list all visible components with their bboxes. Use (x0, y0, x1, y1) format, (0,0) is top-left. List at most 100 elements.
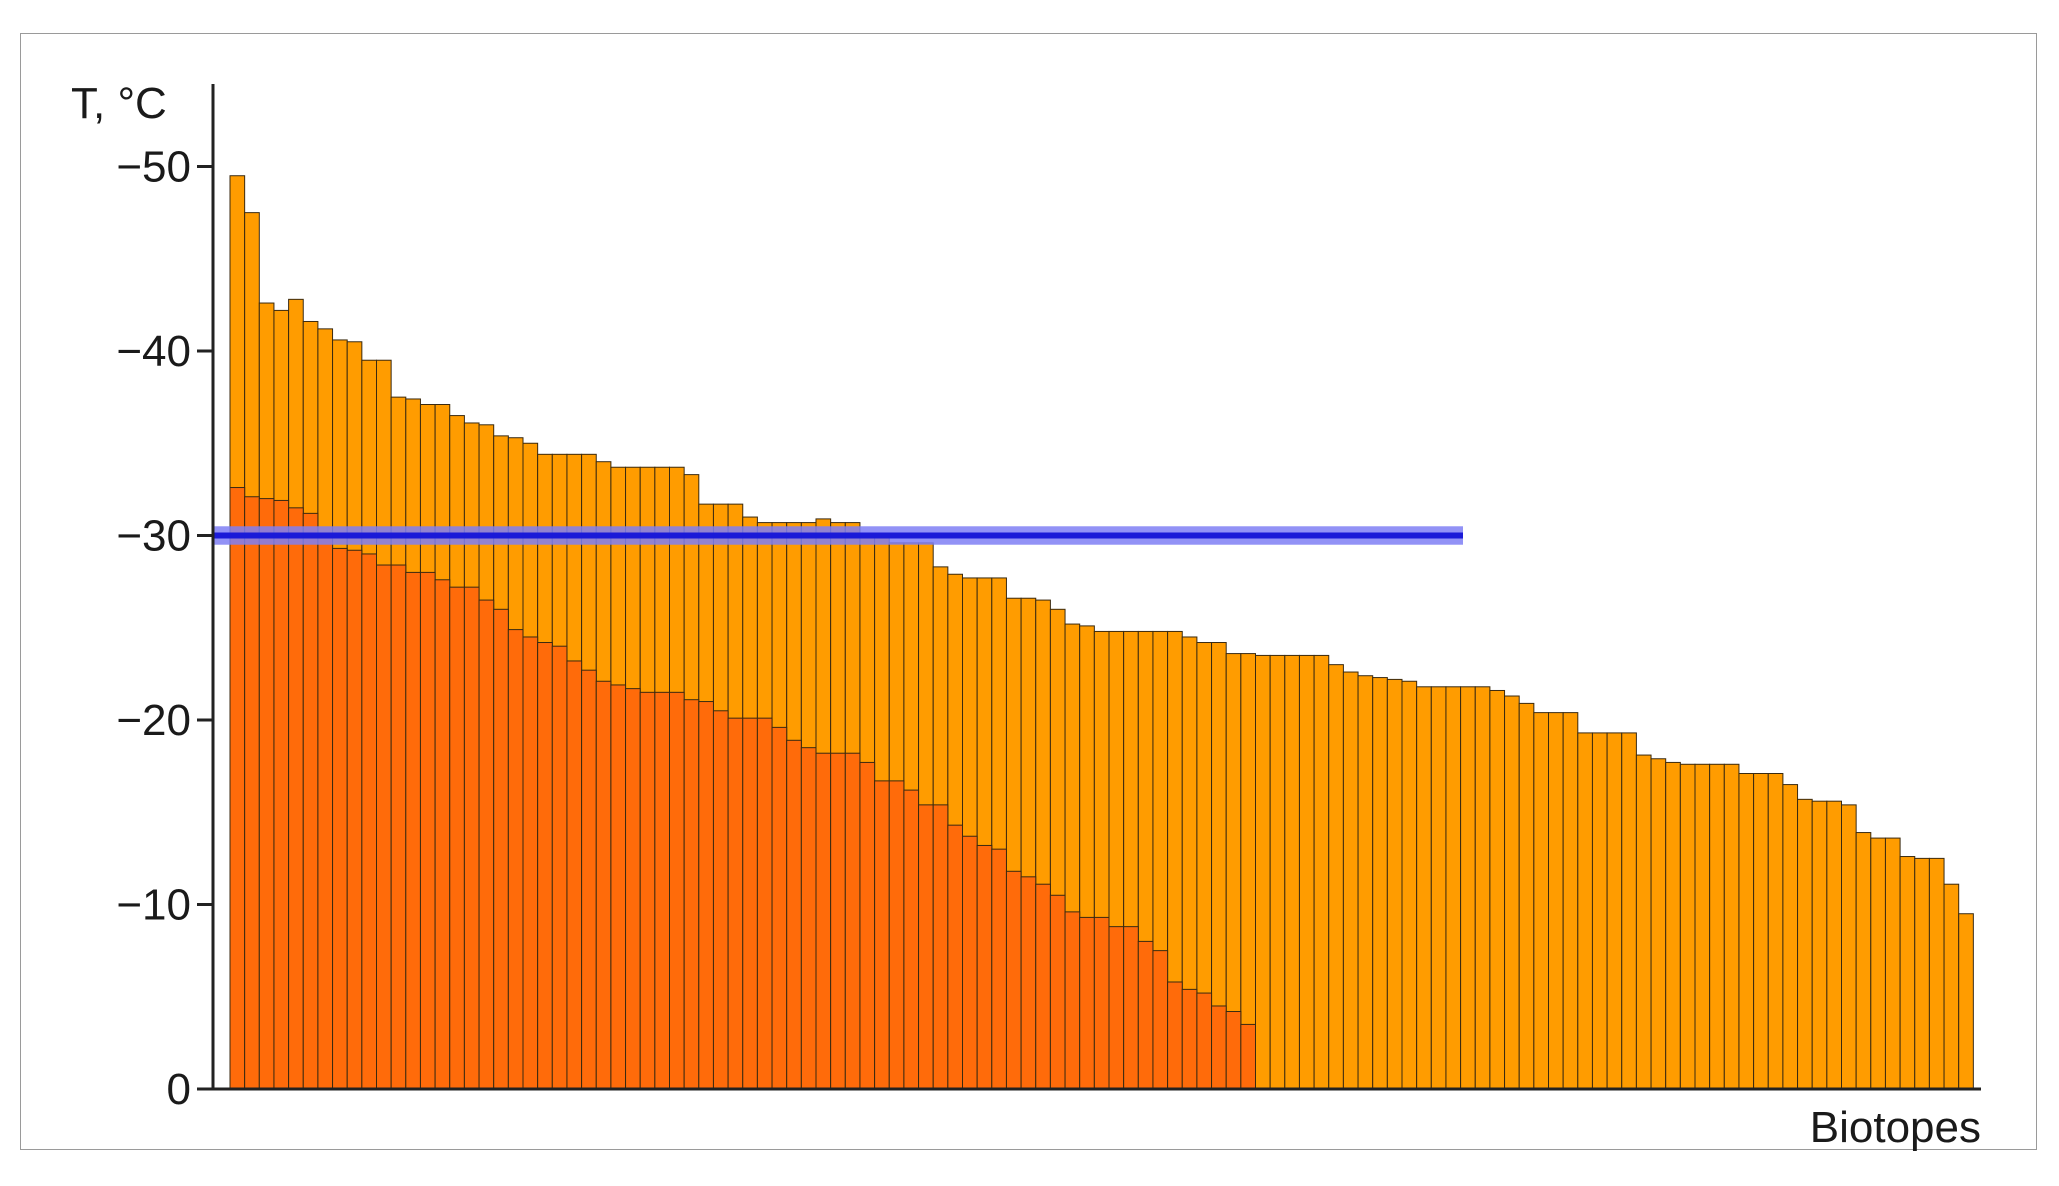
bar-series-2-8 (346, 549, 363, 1090)
bar-series-2-67 (1211, 1005, 1227, 1090)
bar-series-1-87 (1504, 695, 1520, 1090)
bar-series-2-38 (786, 739, 802, 1090)
bar-series-1-113 (1884, 837, 1901, 1090)
bar-series-2-7 (332, 547, 348, 1090)
bar-series-1-76 (1342, 671, 1359, 1090)
bar-series-1-97 (1650, 758, 1667, 1090)
bar-series-2-40 (815, 752, 832, 1090)
reference-line (213, 526, 1463, 545)
bar-series-1-101 (1709, 763, 1725, 1090)
y-tick-label: 0 (167, 1065, 191, 1114)
bar-series-1-77 (1357, 675, 1374, 1090)
bar-series-2-9 (361, 553, 378, 1090)
bar-series-2-24 (581, 669, 597, 1090)
bar-series-1-102 (1723, 763, 1740, 1090)
bar-series-1-115 (1914, 857, 1930, 1090)
bar-series-2-22 (551, 645, 568, 1090)
bar-series-2-13 (419, 571, 436, 1090)
bar-series-1-73 (1298, 654, 1315, 1090)
bar-series-2-0 (229, 487, 246, 1090)
bar-series-2-23 (566, 660, 583, 1090)
bar-series-2-58 (1079, 916, 1095, 1090)
bar-series-2-14 (434, 579, 451, 1090)
bar-series-1-111 (1855, 832, 1872, 1090)
bar-series-2-21 (537, 642, 553, 1090)
bar-series-2-48 (932, 804, 949, 1090)
y-tick-label: −30 (116, 512, 191, 561)
bar-series-2-39 (800, 747, 817, 1090)
bar-series-2-45 (888, 780, 905, 1090)
bar-series-2-30 (669, 691, 685, 1090)
bar-series-1-82 (1430, 686, 1447, 1090)
bar-series-2-1 (244, 496, 260, 1090)
bar-series-1-112 (1870, 837, 1886, 1090)
bar-series-1-118 (1958, 913, 1974, 1090)
bar-series-1-85 (1474, 686, 1491, 1090)
bar-series-2-69 (1240, 1023, 1256, 1090)
bar-series-2-42 (844, 752, 861, 1090)
temperature-bar-chart: −50 −40 −30 −20 −10 0 T, °C Biotopes (71, 79, 1981, 1151)
bar-series-2-15 (449, 586, 465, 1090)
bar-series-1-94 (1606, 732, 1623, 1090)
bar-series-1-108 (1811, 800, 1828, 1090)
bar-series-2-64 (1167, 981, 1183, 1090)
bar-series-2-37 (771, 726, 788, 1090)
bar-series-2-29 (654, 691, 670, 1090)
bar-series-1-80 (1401, 680, 1418, 1090)
bar-series-1-86 (1489, 689, 1506, 1090)
bar-series-2-49 (947, 824, 963, 1090)
axes: −50 −40 −30 −20 −10 0 T, °C Biotopes (71, 79, 1981, 1151)
bar-series-1-83 (1445, 686, 1462, 1090)
bar-series-1-81 (1416, 686, 1432, 1090)
bar-series-1-110 (1841, 804, 1857, 1090)
bar-series-2-25 (595, 680, 612, 1090)
x-axis-label: Biotopes (1810, 1103, 1981, 1151)
bar-series-2-3 (273, 499, 290, 1090)
bar-series-2-32 (698, 701, 714, 1090)
bar-series-1-79 (1386, 678, 1403, 1090)
bar-series-2-62 (1137, 940, 1154, 1090)
bar-series-2-41 (830, 752, 846, 1090)
bar-series-1-88 (1518, 702, 1535, 1090)
bar-series-2-18 (493, 608, 509, 1090)
bar-series-2-27 (625, 688, 641, 1090)
bar-series-1-75 (1328, 664, 1344, 1090)
y-tick-label: −10 (116, 881, 191, 930)
y-tick-label: −20 (116, 696, 191, 745)
bar-series-1-99 (1679, 763, 1696, 1090)
bar-series-1-106 (1782, 784, 1799, 1090)
bar-series-2-66 (1196, 992, 1213, 1090)
bar-series-2-51 (976, 844, 993, 1090)
bar-series-2-34 (727, 717, 744, 1090)
bar-series-1-117 (1943, 883, 1960, 1090)
bar-series-2-17 (478, 599, 495, 1090)
bar-series-2-47 (918, 804, 934, 1090)
bar-series-2-65 (1181, 988, 1198, 1090)
bar-series-2-11 (390, 564, 407, 1090)
bar-series-2-36 (756, 717, 773, 1090)
bar-series-2-10 (376, 564, 392, 1090)
bar-series-1-116 (1928, 857, 1945, 1090)
bar-series-2-60 (1108, 926, 1125, 1090)
bar-series-1-96 (1635, 754, 1652, 1090)
bar-series-2-5 (302, 512, 319, 1090)
bar-series-1-91 (1562, 712, 1579, 1090)
bar-series-1-78 (1372, 677, 1388, 1090)
bar-series-2-53 (1005, 870, 1022, 1090)
bar-series-2-57 (1064, 911, 1081, 1090)
bar-series-2-56 (1049, 894, 1066, 1090)
bar-series-1-103 (1738, 773, 1755, 1090)
bar-series-2-35 (742, 717, 758, 1090)
bar-series-1-74 (1313, 654, 1330, 1090)
bar-series-1-105 (1767, 773, 1784, 1090)
bar-series-2-28 (639, 691, 656, 1090)
chart-frame: −50 −40 −30 −20 −10 0 T, °C Biotopes (20, 33, 2037, 1151)
bar-series-1-114 (1899, 856, 1916, 1090)
bar-series-2-44 (874, 780, 890, 1090)
bar-series-2-50 (962, 835, 978, 1090)
bar-series-1-84 (1460, 686, 1476, 1090)
bar-series-2-61 (1123, 926, 1139, 1090)
bar-series-2-55 (1035, 883, 1051, 1090)
bar-series-1-70 (1255, 654, 1271, 1090)
bar-series-2-19 (507, 629, 524, 1090)
